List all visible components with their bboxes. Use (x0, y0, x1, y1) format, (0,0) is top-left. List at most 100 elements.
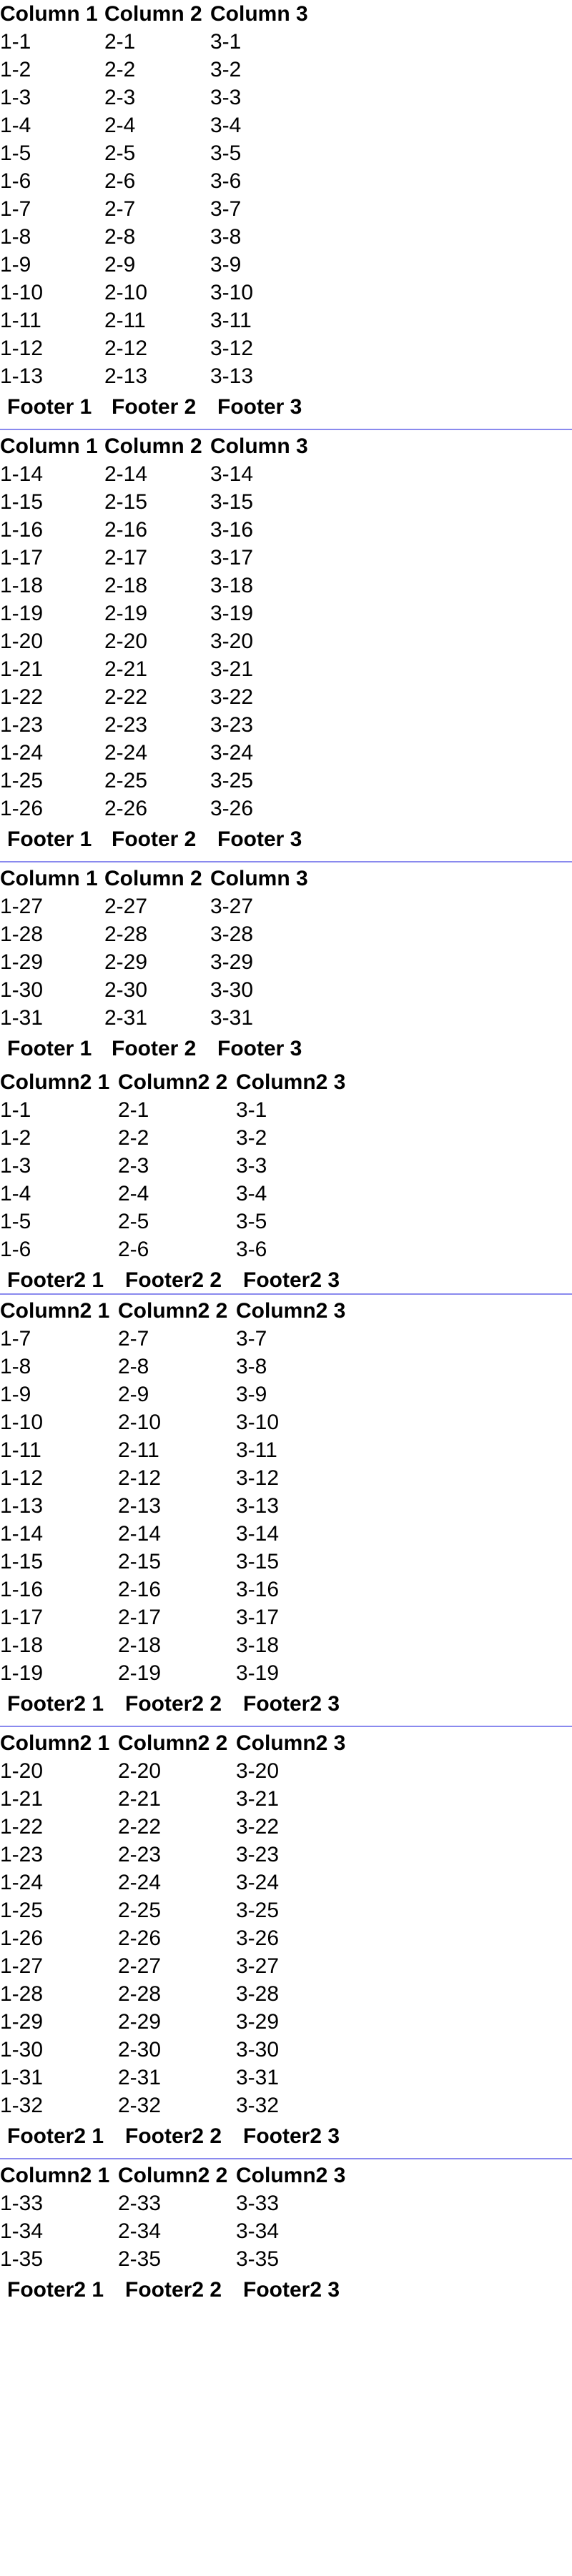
table-cell: 2-18 (104, 574, 148, 597)
table-body: 1-14 2-14 3-14 1-15 2-15 3-15 1-16 2-16 3-16 1-17… (0, 460, 353, 822)
table-cell: 1-1 (0, 30, 31, 54)
table-row: 1-19 2-19 3-19 (0, 1659, 379, 1687)
table-row: 1-34 2-34 3-34 (0, 2217, 379, 2245)
footer-cell: Footer2 1 (7, 1268, 104, 1292)
table-cell: 1-7 (0, 1327, 31, 1351)
footer-cell: Footer 3 (217, 1036, 302, 1060)
footer-cell: Footer2 3 (243, 2124, 340, 2148)
table-row: 1-26 2-26 3-26 (0, 795, 353, 822)
column-header: Column2 1 (0, 1299, 110, 1323)
table-cell: 2-3 (118, 1154, 149, 1178)
table-cell: 1-27 (0, 895, 44, 918)
table-row: 1-9 2-9 3-9 (0, 1381, 379, 1408)
table-cell: 2-13 (118, 1494, 162, 1518)
table-cell: 3-21 (210, 657, 254, 681)
column-header: Column 2 (104, 867, 202, 890)
table-cell: 1-3 (0, 86, 31, 109)
table-cell: 2-13 (104, 364, 148, 388)
table-cell: 1-29 (0, 950, 44, 974)
table-cell: 2-6 (104, 169, 136, 193)
table-cell: 3-15 (236, 1550, 280, 1573)
table-row: 1-9 2-9 3-9 (0, 251, 353, 279)
table-cell: 1-28 (0, 1982, 44, 2006)
table-cell: 1-26 (0, 1926, 44, 1950)
page-break-rule (0, 2158, 572, 2159)
table-cell: 3-29 (210, 950, 254, 974)
table-row: 1-8 2-8 3-8 (0, 1353, 379, 1381)
table-cell: 1-16 (0, 518, 44, 542)
table-row: 1-22 2-22 3-22 (0, 683, 353, 711)
table-cell: 1-6 (0, 1238, 31, 1261)
table-row: 1-31 2-31 3-31 (0, 1004, 353, 1032)
table-row: 1-28 2-28 3-28 (0, 920, 353, 948)
page-break-rule (0, 429, 572, 430)
footer-cell: Footer 3 (217, 827, 302, 851)
table-row: 1-3 2-3 3-3 (0, 1152, 379, 1180)
column-header: Column2 2 (118, 1070, 228, 1094)
table-cell: 3-2 (236, 1126, 267, 1150)
footer-cell: Footer2 3 (243, 2277, 340, 2302)
footer-cell: Footer2 1 (7, 2277, 104, 2302)
table-cell: 2-31 (104, 1006, 148, 1030)
table-cell: 2-12 (118, 1466, 162, 1490)
table1-page-3: Column 1 Column 2 Column 3 1-27 2-27 3-27 1-28… (0, 865, 572, 1065)
table-body: 1-33 2-33 3-33 1-34 2-34 3-34 1-35 2-35 3-35 (0, 2189, 379, 2273)
table-cell: 2-14 (118, 1522, 162, 1546)
table-cell: 1-29 (0, 2010, 44, 2034)
table-cell: 2-11 (104, 309, 146, 332)
footer-row: Footer 1 Footer 2 Footer 3 (0, 390, 353, 423)
table-cell: 2-7 (118, 1327, 149, 1351)
table-cell: 2-10 (104, 281, 148, 304)
footer-cell: Footer 1 (7, 394, 92, 419)
table-cell: 2-19 (104, 602, 148, 625)
table-row: 1-3 2-3 3-3 (0, 84, 353, 111)
page-break-rule (0, 1726, 572, 1727)
table-row: 1-23 2-23 3-23 (0, 1841, 379, 1869)
table-cell: 2-29 (104, 950, 148, 974)
column-header: Column2 1 (0, 1070, 110, 1094)
table2: Column2 1 Column2 2 Column2 3 1-7 2-7 3-7 1-8 2… (0, 1297, 379, 1720)
table-row: 1-5 2-5 3-5 (0, 1208, 379, 1235)
table-cell: 1-34 (0, 2219, 44, 2243)
table-cell: 1-8 (0, 225, 31, 249)
table-row: 1-4 2-4 3-4 (0, 111, 353, 139)
table-cell: 1-25 (0, 1899, 44, 1922)
table-cell: 1-25 (0, 769, 44, 792)
table-row: 1-24 2-24 3-24 (0, 1869, 379, 1896)
table-row: 1-16 2-16 3-16 (0, 516, 353, 544)
table-cell: 3-27 (236, 1954, 280, 1978)
table2-page-1: Column2 1 Column2 2 Column2 3 1-1 2-1 3-1 1-2 2… (0, 1068, 572, 1296)
table-cell: 2-19 (118, 1661, 162, 1685)
table-cell: 1-27 (0, 1954, 44, 1978)
table-cell: 1-23 (0, 713, 44, 737)
table-cell: 3-25 (236, 1899, 280, 1922)
table-cell: 3-17 (210, 546, 254, 570)
table-cell: 2-18 (118, 1633, 162, 1657)
table-cell: 3-6 (236, 1238, 267, 1261)
footer-cell: Footer2 2 (125, 2277, 222, 2302)
header-row: Column2 1 Column2 2 Column2 3 (0, 2162, 379, 2189)
table-cell: 3-17 (236, 1606, 280, 1629)
table-cell: 3-31 (210, 1006, 254, 1030)
table-cell: 2-16 (118, 1578, 162, 1601)
table-cell: 1-15 (0, 1550, 44, 1573)
table-cell: 1-31 (0, 2066, 44, 2089)
table-cell: 2-3 (104, 86, 136, 109)
footer-cell: Footer2 2 (125, 1691, 222, 1716)
table1: Column 1 Column 2 Column 3 1-14 2-14 3-14 1-15… (0, 432, 353, 855)
table-row: 1-4 2-4 3-4 (0, 1180, 379, 1208)
table-cell: 3-22 (210, 685, 254, 709)
table-cell: 1-4 (0, 114, 31, 137)
table-cell: 3-20 (236, 1759, 280, 1783)
footer-row: Footer 1 Footer 2 Footer 3 (0, 822, 353, 855)
column-header: Column 3 (210, 434, 308, 458)
table-cell: 3-2 (210, 58, 242, 81)
table-row: 1-22 2-22 3-22 (0, 1813, 379, 1841)
table-row: 1-27 2-27 3-27 (0, 892, 353, 920)
table-cell: 1-30 (0, 2038, 44, 2062)
table-cell: 2-32 (118, 2094, 162, 2117)
table-cell: 1-19 (0, 602, 44, 625)
table-cell: 2-8 (104, 225, 136, 249)
table-row: 1-28 2-28 3-28 (0, 1980, 379, 2008)
table-row: 1-5 2-5 3-5 (0, 139, 353, 167)
